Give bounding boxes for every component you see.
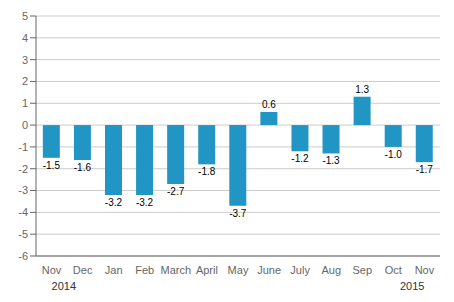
svg-text:Nov: Nov [42,264,62,276]
svg-text:Sep: Sep [353,264,373,276]
svg-text:0.6: 0.6 [262,99,276,110]
svg-text:-3.7: -3.7 [229,208,247,219]
svg-text:-1.2: -1.2 [291,153,309,164]
svg-text:Oct: Oct [385,264,402,276]
svg-text:Jan: Jan [105,264,123,276]
svg-text:-1.6: -1.6 [74,162,92,173]
svg-text:-3.2: -3.2 [136,197,154,208]
svg-text:June: June [257,264,281,276]
svg-text:-3: -3 [18,184,28,196]
svg-text:-1.5: -1.5 [43,160,61,171]
svg-text:2014: 2014 [52,280,76,292]
svg-text:Dec: Dec [73,264,93,276]
svg-text:5: 5 [22,10,28,22]
svg-text:-3.2: -3.2 [105,197,123,208]
svg-text:-1.3: -1.3 [322,155,340,166]
svg-text:2015: 2015 [400,280,424,292]
svg-text:Aug: Aug [321,264,341,276]
svg-text:-2: -2 [18,163,28,175]
svg-text:May: May [228,264,249,276]
svg-text:Feb: Feb [135,264,154,276]
svg-text:March: March [161,264,192,276]
svg-text:-5: -5 [18,228,28,240]
svg-text:-6: -6 [18,250,28,262]
svg-text:-1.8: -1.8 [198,166,216,177]
svg-text:-1: -1 [18,141,28,153]
svg-text:-4: -4 [18,206,28,218]
svg-text:-2.7: -2.7 [167,186,185,197]
svg-text:0: 0 [22,119,28,131]
svg-text:-1.0: -1.0 [385,149,403,160]
svg-text:July: July [290,264,310,276]
svg-text:Nov: Nov [415,264,435,276]
svg-text:3: 3 [22,54,28,66]
svg-text:1: 1 [22,97,28,109]
svg-text:2: 2 [22,75,28,87]
svg-text:-1.7: -1.7 [416,164,434,175]
svg-text:1.3: 1.3 [355,84,369,95]
svg-text:4: 4 [22,32,28,44]
svg-text:April: April [196,264,218,276]
